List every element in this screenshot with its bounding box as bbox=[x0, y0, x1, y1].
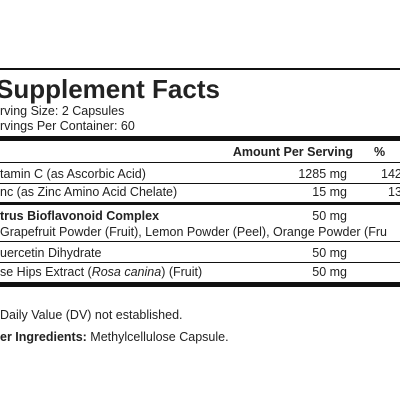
ingredient-name: tamin C (as Ascorbic Acid) bbox=[0, 167, 146, 181]
name-part: se Hips Extract ( bbox=[0, 265, 92, 279]
title: Supplement Facts bbox=[0, 74, 220, 104]
ingredient-name: se Hips Extract (Rosa canina) (Fruit) bbox=[0, 265, 202, 279]
name-part: ) (Fruit) bbox=[161, 265, 203, 279]
ingredient-dv: 13 bbox=[388, 185, 400, 199]
ingredient-amount: 50 mg bbox=[312, 265, 347, 279]
thick-rule bbox=[0, 282, 400, 287]
ingredient-amount: 50 mg bbox=[312, 246, 347, 260]
rule bbox=[0, 183, 400, 184]
dv-header: % bbox=[374, 145, 386, 159]
ingredient-dv: 142 bbox=[381, 167, 400, 181]
other-ingredients: er Ingredients: Methylcellulose Capsule. bbox=[0, 330, 229, 344]
rule bbox=[0, 162, 400, 163]
ingredient-amount: 15 mg bbox=[312, 185, 347, 199]
top-rule bbox=[0, 68, 400, 70]
ingredient-amount: 1285 mg bbox=[298, 167, 347, 181]
ingredient-detail: Grapefruit Powder (Fruit), Lemon Powder … bbox=[0, 225, 387, 239]
latin-name: Rosa canina bbox=[91, 265, 162, 279]
rule bbox=[0, 202, 400, 205]
ingredient-name: nc (as Zinc Amino Acid Chelate) bbox=[0, 185, 178, 199]
ingredient-amount: 50 mg bbox=[312, 209, 347, 223]
ingredient-name: trus Bioflavonoid Complex bbox=[0, 209, 160, 223]
rule bbox=[0, 241, 400, 242]
rule bbox=[0, 262, 400, 263]
other-ingredients-text: Methylcellulose Capsule. bbox=[86, 330, 229, 344]
ingredient-name: uercetin Dihydrate bbox=[0, 246, 102, 260]
amount-header: Amount Per Serving bbox=[232, 145, 353, 159]
servings-per-container: rvings Per Container: 60 bbox=[0, 119, 135, 133]
other-ingredients-label: er Ingredients: bbox=[0, 330, 87, 344]
serving-size: rving Size: 2 Capsules bbox=[0, 104, 125, 118]
footnote: Daily Value (DV) not established. bbox=[0, 308, 183, 322]
thick-rule bbox=[0, 136, 400, 141]
